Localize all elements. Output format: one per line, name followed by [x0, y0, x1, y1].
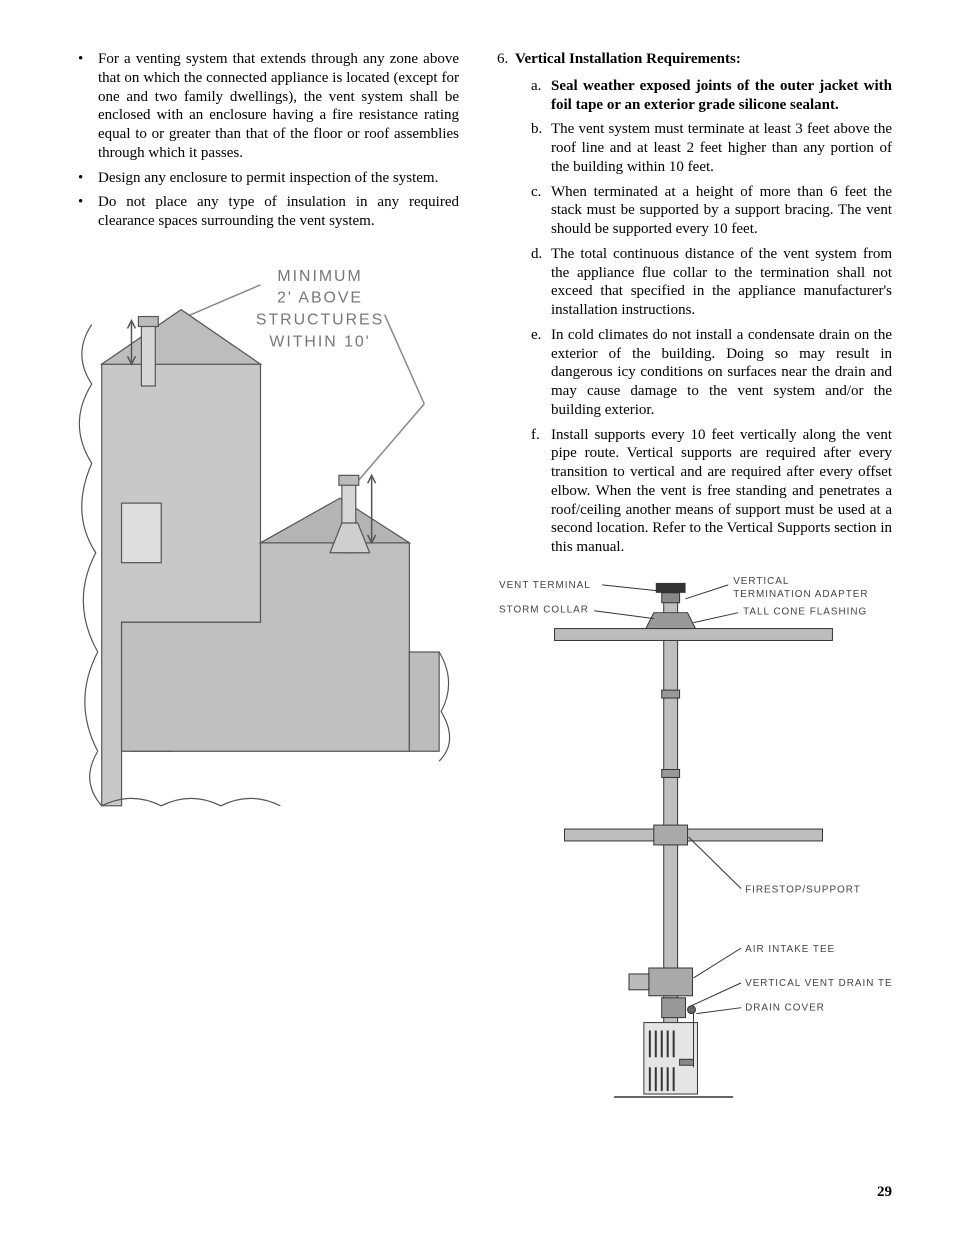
- fig2-label: STORM COLLAR: [499, 604, 589, 615]
- alpha-text: The total continuous distance of the ven…: [551, 246, 892, 318]
- fig2-label: FIRESTOP/SUPPORT: [745, 884, 861, 895]
- numbered-list: 6. Vertical Installation Requirements: a…: [495, 50, 892, 557]
- right-column: 6. Vertical Installation Requirements: a…: [495, 50, 892, 1112]
- fig1-label-line: 2' ABOVE: [277, 289, 363, 306]
- alpha-marker: d.: [531, 245, 542, 264]
- bullet-item: Design any enclosure to permit inspectio…: [98, 169, 459, 188]
- fig2-label: VENT TERMINAL: [499, 580, 591, 591]
- fig1-label-line: MINIMUM: [277, 268, 362, 285]
- alpha-marker: a.: [531, 77, 541, 96]
- left-column: For a venting system that extends throug…: [62, 50, 459, 1112]
- alpha-text: When terminated at a height of more than…: [551, 184, 892, 238]
- numbered-item: 6. Vertical Installation Requirements: a…: [515, 50, 892, 557]
- fig2-label: AIR INTAKE TEE: [745, 944, 835, 955]
- alpha-text: The vent system must terminate at least …: [551, 121, 892, 175]
- alpha-list: a. Seal weather exposed joints of the ou…: [515, 77, 892, 557]
- fig2-label: DRAIN COVER: [745, 1002, 825, 1013]
- page-number: 29: [877, 1184, 892, 1201]
- alpha-text: Seal weather exposed joints of the outer…: [551, 78, 892, 113]
- alpha-item: c. When terminated at a height of more t…: [551, 183, 892, 239]
- alpha-item: e. In cold climates do not install a con…: [551, 326, 892, 420]
- bullet-item: Do not place any type of insulation in a…: [98, 193, 459, 231]
- alpha-item: a. Seal weather exposed joints of the ou…: [551, 77, 892, 115]
- alpha-marker: b.: [531, 120, 542, 139]
- fig2-label: VERTICAL VENT DRAIN TEE: [745, 978, 892, 989]
- fig1-label-line: WITHIN 10': [269, 333, 370, 350]
- alpha-text: Install supports every 10 feet verticall…: [551, 427, 892, 556]
- alpha-item: b. The vent system must terminate at lea…: [551, 120, 892, 176]
- alpha-item: d. The total continuous distance of the …: [551, 245, 892, 320]
- fig2-label: VERTICAL: [733, 576, 789, 587]
- alpha-marker: c.: [531, 183, 541, 202]
- fig2-label: TERMINATION ADAPTER: [733, 589, 868, 600]
- fig2-label: TALL CONE FLASHING: [743, 606, 867, 617]
- figure-vertical-vent-stack: VENT TERMINAL STORM COLLAR VERTICAL TERM…: [495, 571, 892, 1107]
- fig1-label-line: STRUCTURES: [256, 311, 384, 328]
- left-bullet-list: For a venting system that extends throug…: [62, 50, 459, 231]
- section-heading: Vertical Installation Requirements:: [515, 51, 741, 67]
- number-marker: 6.: [497, 50, 508, 69]
- alpha-marker: e.: [531, 326, 541, 345]
- figure-building-clearance: MINIMUM 2' ABOVE STRUCTURES WITHIN 10': [62, 255, 459, 811]
- bullet-item: For a venting system that extends throug…: [98, 50, 459, 163]
- alpha-marker: f.: [531, 426, 540, 445]
- alpha-text: In cold climates do not install a conden…: [551, 327, 892, 418]
- alpha-item: f. Install supports every 10 feet vertic…: [551, 426, 892, 557]
